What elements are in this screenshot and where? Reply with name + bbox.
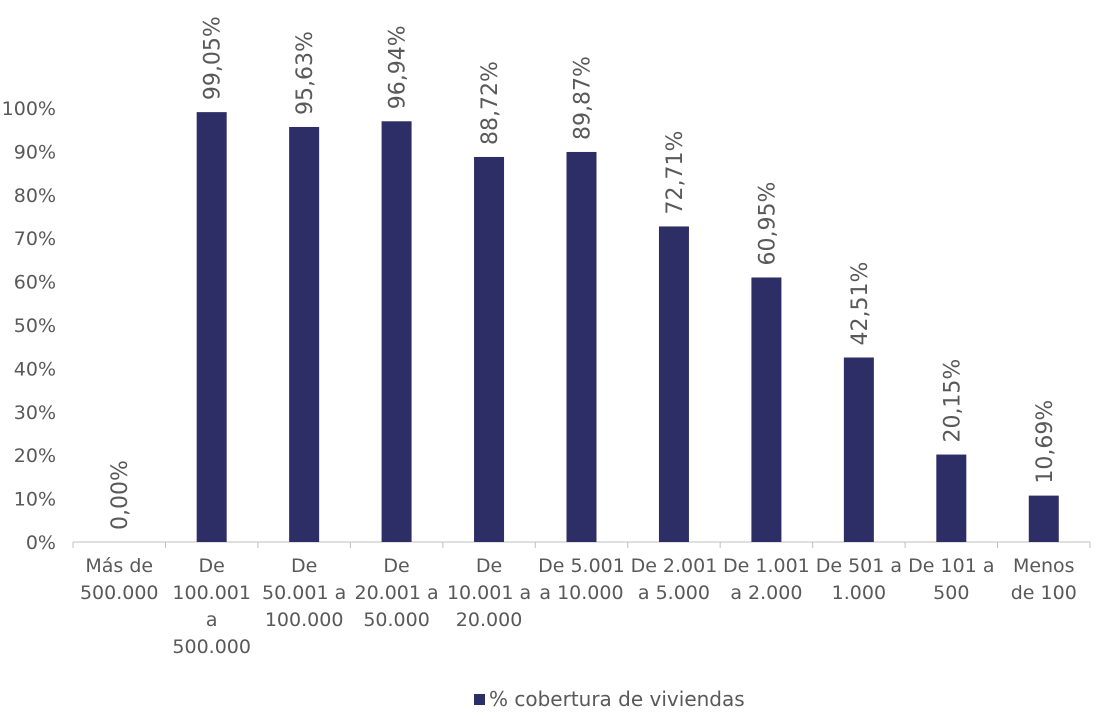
x-tick-label: De 1.001: [723, 555, 810, 577]
bar: [566, 151, 597, 542]
x-tick-label: De: [199, 555, 225, 577]
x-tick-label: 50.000: [363, 609, 429, 631]
y-tick-label: 20%: [14, 445, 56, 467]
x-tick-label: de 100: [1011, 582, 1077, 604]
y-tick-label: 30%: [14, 402, 56, 424]
x-tick-label: 500: [933, 582, 969, 604]
x-tick-label: 1.000: [832, 582, 886, 604]
y-tick-label: 50%: [14, 315, 56, 337]
bar: [196, 112, 227, 543]
bar: [936, 454, 967, 542]
bar: [289, 126, 320, 543]
x-tick-label: Menos: [1013, 555, 1075, 577]
data-label: 42,51%: [848, 262, 873, 346]
x-tick-label: a 2.000: [730, 582, 802, 604]
y-tick-label: 90%: [14, 141, 56, 163]
legend-label: % cobertura de viviendas: [489, 687, 745, 711]
x-tick-label: 20.001 a: [355, 582, 439, 604]
x-tick-label: 100.000: [265, 609, 344, 631]
data-label: 99,05%: [201, 16, 226, 100]
data-label: 72,71%: [663, 131, 688, 215]
y-tick-label: 80%: [14, 185, 56, 207]
x-tick-label: De 5.001: [538, 555, 625, 577]
x-tick-label: a 5.000: [638, 582, 710, 604]
x-tick-label: 20.000: [456, 609, 522, 631]
data-label: 20,15%: [940, 359, 965, 443]
x-tick-label: 10.001 a: [447, 582, 531, 604]
y-tick-label: 70%: [14, 228, 56, 250]
bar: [1028, 495, 1059, 542]
bar: [474, 156, 505, 542]
x-tick-label: De: [383, 555, 409, 577]
y-tick-label: 100%: [2, 98, 56, 120]
bar: [381, 121, 412, 543]
x-tick-label: 50.001 a: [262, 582, 346, 604]
y-tick-label: 60%: [14, 272, 56, 294]
data-label: 0,00%: [108, 460, 133, 530]
x-tick-label: a: [206, 609, 218, 631]
x-tick-label: a 10.000: [539, 582, 623, 604]
y-tick-label: 40%: [14, 358, 56, 380]
bar: [658, 226, 689, 542]
x-tick-label: De 2.001: [631, 555, 718, 577]
y-tick-label: 0%: [26, 532, 56, 554]
x-tick-label: 500.000: [172, 636, 251, 658]
data-label: 60,95%: [755, 182, 780, 266]
data-label: 96,94%: [386, 25, 411, 109]
x-tick-label: 100.001: [172, 582, 251, 604]
x-tick-label: De 101 a: [908, 555, 994, 577]
y-tick-label: 10%: [14, 489, 56, 511]
legend-swatch: [474, 694, 485, 705]
x-tick-label: Más de: [85, 555, 153, 577]
data-label: 89,87%: [571, 56, 596, 140]
x-tick-label: De: [291, 555, 317, 577]
bar: [751, 277, 782, 542]
x-tick-label: De: [476, 555, 502, 577]
x-tick-label: 500.000: [80, 582, 159, 604]
data-label: 95,63%: [293, 31, 318, 115]
bar: [843, 357, 874, 542]
data-label: 10,69%: [1033, 400, 1058, 484]
x-tick-label: De 501 a: [816, 555, 902, 577]
data-label: 88,72%: [478, 61, 503, 145]
